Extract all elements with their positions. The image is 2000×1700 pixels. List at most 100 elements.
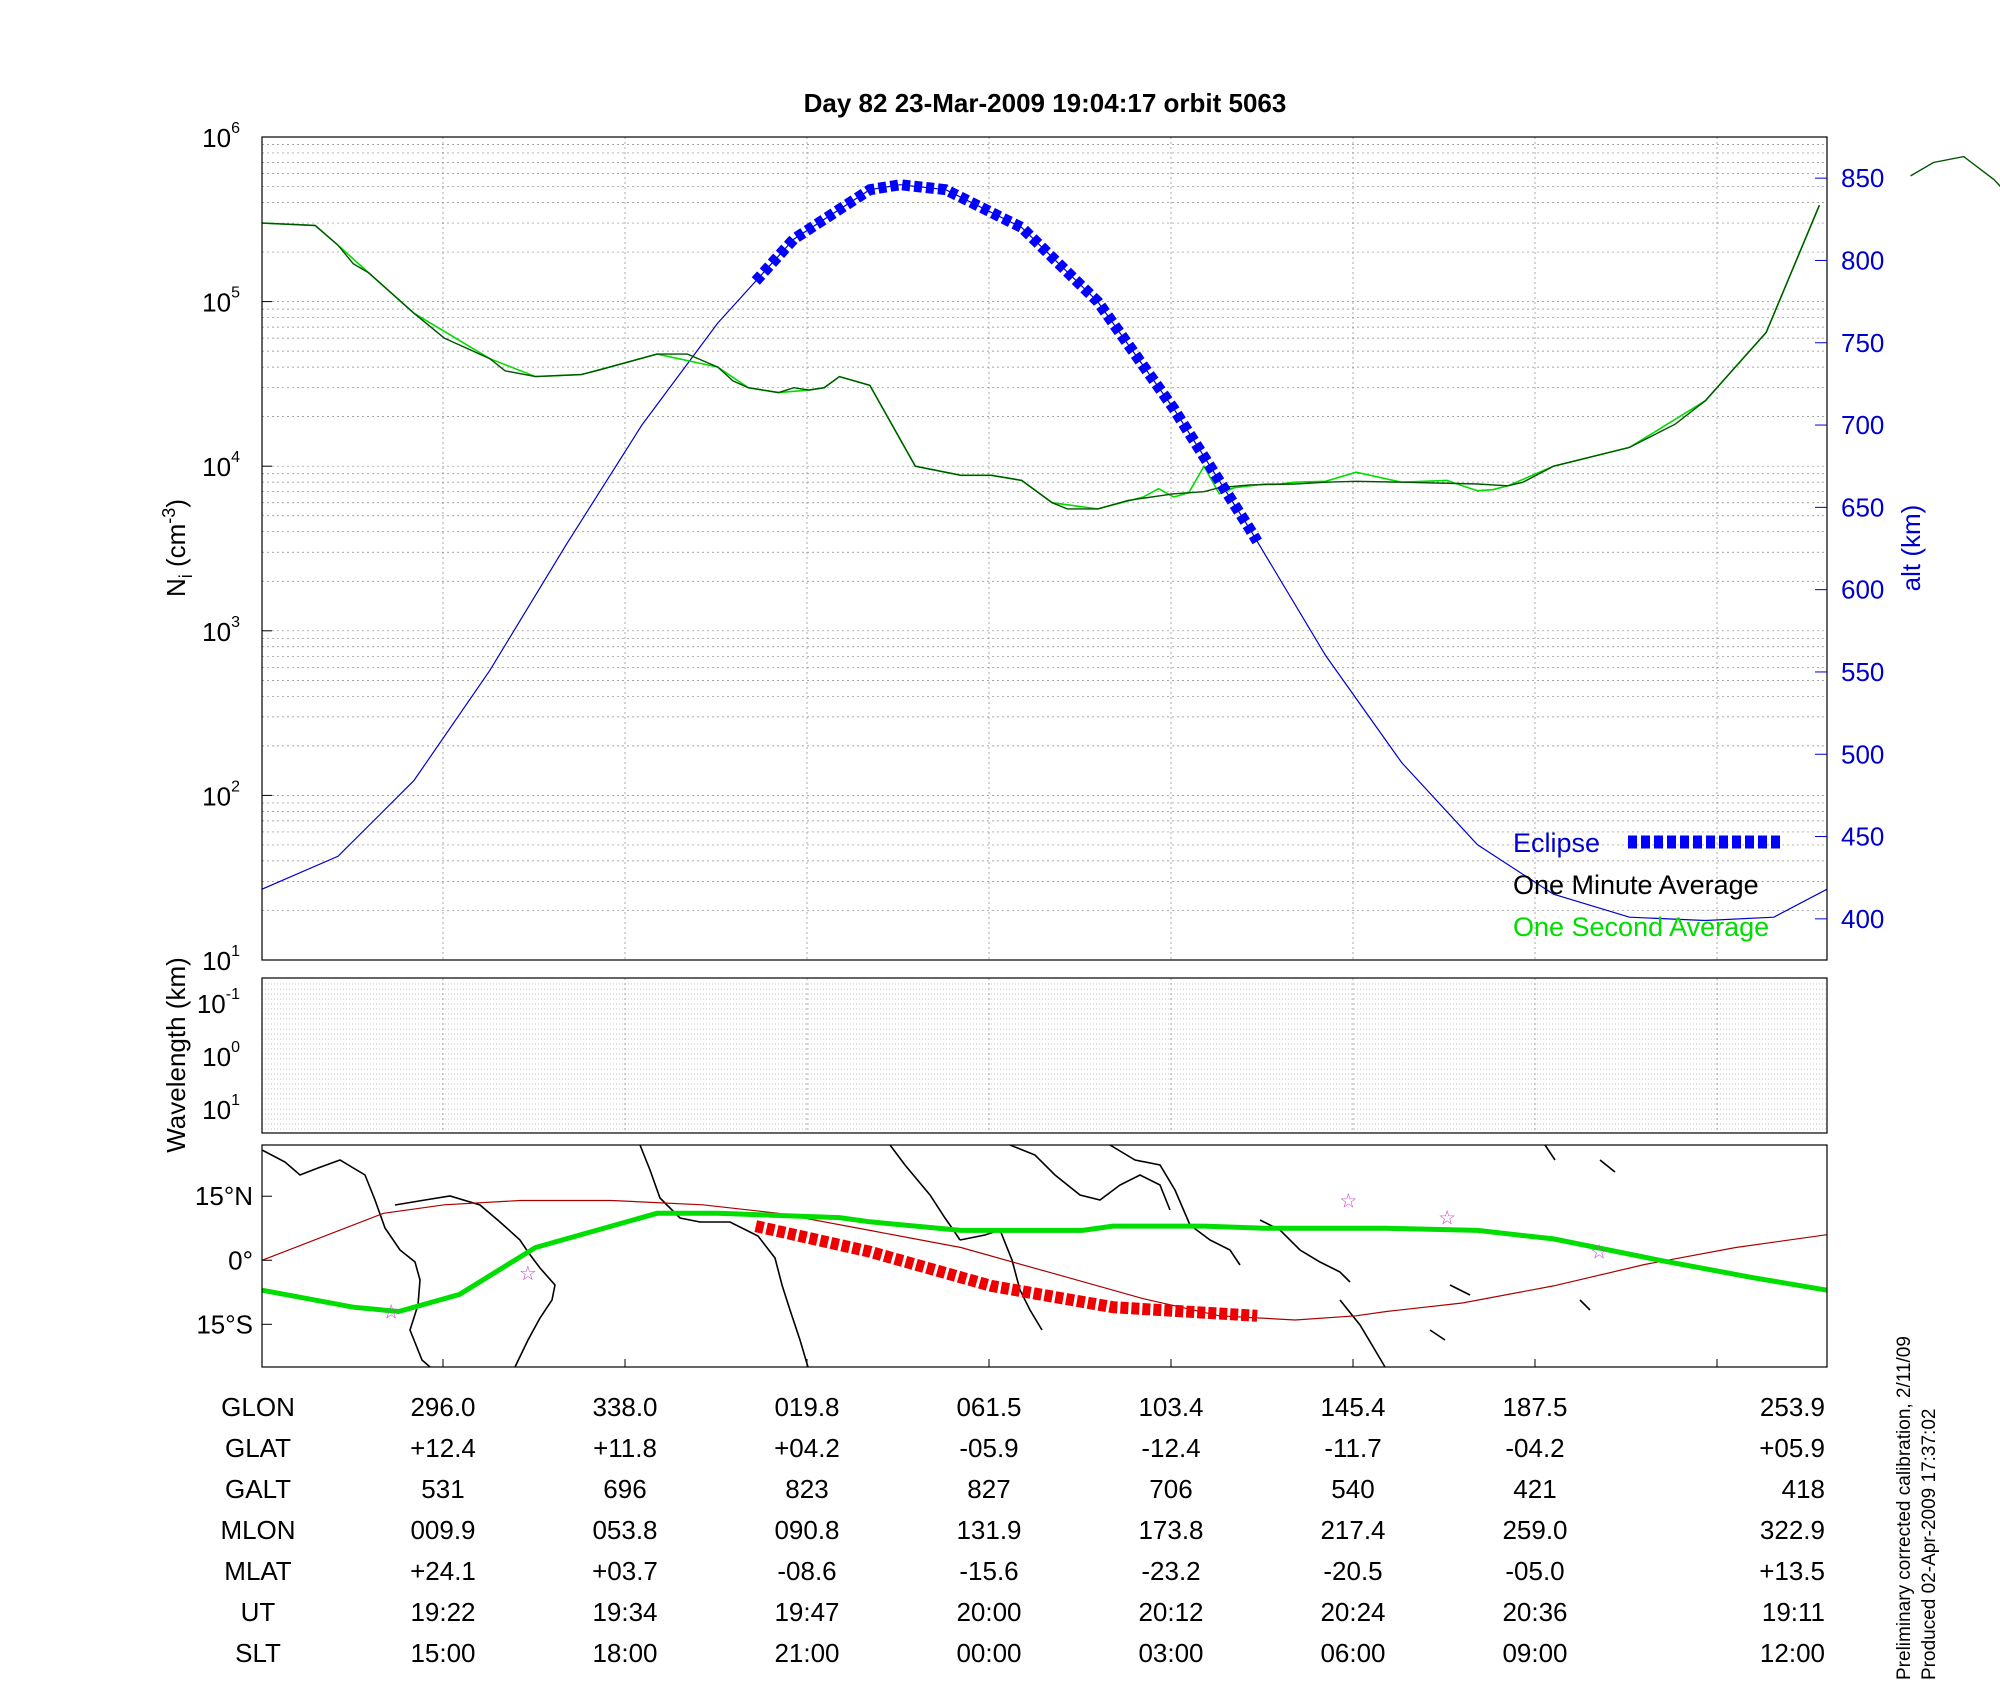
- table-cell: 322.9: [1760, 1515, 1825, 1545]
- ylabel-unit: (cm: [161, 524, 191, 575]
- wavelength-y-ticks: 10-1 100 101: [197, 986, 240, 1125]
- coastline: [1109, 1144, 1241, 1266]
- y-tick-base: 10: [202, 1095, 231, 1125]
- star-marker: ☆: [382, 1302, 400, 1324]
- y-tick-exp: 1: [231, 1092, 240, 1109]
- footer-produced: Produced 02-Apr-2009 17:37:02: [1919, 1409, 1940, 1680]
- ylabel-unit-exp: -3: [159, 508, 179, 524]
- legend-eclipse-label: Eclipse: [1513, 828, 1600, 858]
- ylabel-sub: i: [176, 574, 196, 578]
- alt-tick-label: 600: [1841, 575, 1884, 605]
- table-cell: 20:24: [1320, 1597, 1385, 1627]
- dip-equator-line: [261, 1199, 1828, 1321]
- y-tick-base: 10: [202, 781, 231, 811]
- y-tick-label: 100: [202, 1039, 240, 1072]
- y-tick-label: 105: [202, 285, 240, 318]
- table-cell: 259.0: [1502, 1515, 1567, 1545]
- density-grid: [262, 137, 1827, 961]
- y-tick-label: 106: [202, 120, 240, 153]
- altitude-y-ticks: 400 450 500 550 600 650 700 750 800 850: [1815, 163, 1884, 934]
- table-cell: 20:36: [1502, 1597, 1567, 1627]
- coastline: [639, 1144, 809, 1368]
- coastline: [959, 1229, 1043, 1331]
- ylabel-base: N: [161, 578, 191, 597]
- table-cell: 823: [785, 1474, 828, 1504]
- table-row-label: UT: [241, 1597, 276, 1627]
- ephemeris-table: GLON 296.0 338.0 019.8 061.5 103.4 145.4 187.5 2…: [220, 1392, 1825, 1668]
- table-cell: 19:47: [774, 1597, 839, 1627]
- table-cell: 338.0: [592, 1392, 657, 1422]
- table-cell: 19:11: [1762, 1597, 1825, 1627]
- y-tick-exp: 3: [231, 614, 240, 631]
- table-cell: 03:00: [1138, 1638, 1203, 1668]
- chart-title: Day 82 23-Mar-2009 19:04:17 orbit 5063: [804, 88, 1287, 118]
- alt-tick-label: 550: [1841, 657, 1884, 687]
- y-tick-base: 10: [202, 617, 231, 647]
- table-cell: 15:00: [410, 1638, 475, 1668]
- map-y-tick-label: 0°: [228, 1245, 253, 1275]
- table-cell: 103.4: [1138, 1392, 1203, 1422]
- table-cell: -05.9: [959, 1433, 1018, 1463]
- y-tick-label: 102: [202, 778, 240, 811]
- table-cell: 253.9: [1760, 1392, 1825, 1422]
- wavelength-y-label: Wavelength (km): [161, 957, 191, 1153]
- table-row-label: SLT: [235, 1638, 281, 1668]
- table-cell: +12.4: [410, 1433, 476, 1463]
- y-tick-base: 10: [202, 452, 231, 482]
- ylabel-close: ): [161, 499, 191, 508]
- wavelength-panel: 10-1 100 101 Wavelength (km): [161, 957, 1828, 1153]
- density-y-label: Ni (cm-3): [159, 499, 196, 597]
- table-cell: -20.5: [1323, 1556, 1382, 1586]
- legend: Eclipse One Minute Average One Second Av…: [1513, 828, 1780, 942]
- table-cell: 061.5: [956, 1392, 1021, 1422]
- table-cell: 531: [421, 1474, 464, 1504]
- wavelength-axes-frame: [261, 977, 1828, 1134]
- table-cell: 19:22: [410, 1597, 475, 1627]
- table-cell: 131.9: [956, 1515, 1021, 1545]
- table-row-label: MLAT: [224, 1556, 292, 1586]
- density-plot-area: [262, 137, 1827, 960]
- alt-tick-label: 750: [1841, 328, 1884, 358]
- legend-one-second-label: One Second Average: [1513, 912, 1769, 942]
- y-tick-exp: 1: [231, 943, 240, 960]
- alt-tick-label: 650: [1841, 492, 1884, 522]
- table-cell: -05.0: [1505, 1556, 1564, 1586]
- table-cell: +03.7: [592, 1556, 658, 1586]
- coastline: [1544, 1144, 1556, 1161]
- table-cell: 09:00: [1502, 1638, 1567, 1668]
- map-y-tick-label: 15°S: [196, 1309, 253, 1339]
- table-row-label: MLON: [220, 1515, 295, 1545]
- wavelength-plot-area: [262, 978, 1827, 1133]
- y-tick-label: 103: [202, 614, 240, 647]
- coastline: [1339, 1299, 1386, 1368]
- one-minute-line: [261, 204, 1821, 510]
- coastline: [261, 1149, 431, 1368]
- table-cell: 706: [1149, 1474, 1192, 1504]
- table-cell: 187.5: [1502, 1392, 1567, 1422]
- density-series: [261, 155, 2000, 922]
- table-cell: 20:12: [1138, 1597, 1203, 1627]
- table-cell: 540: [1331, 1474, 1374, 1504]
- table-cell: -12.4: [1141, 1433, 1200, 1463]
- table-cell: 019.8: [774, 1392, 839, 1422]
- y-tick-base: 10: [202, 123, 231, 153]
- alt-tick-label: 700: [1841, 410, 1884, 440]
- y-tick-label: 10-1: [197, 986, 240, 1019]
- table-cell: 009.9: [410, 1515, 475, 1545]
- table-cell: 090.8: [774, 1515, 839, 1545]
- table-cell: 21:00: [774, 1638, 839, 1668]
- table-row-label: GLAT: [225, 1433, 291, 1463]
- orbit-track-line: [261, 1210, 1828, 1315]
- table-row-label: GALT: [225, 1474, 291, 1504]
- table-cell: 053.8: [592, 1515, 657, 1545]
- table-cell: -11.7: [1324, 1433, 1381, 1463]
- star-marker: ☆: [1438, 1208, 1456, 1230]
- y-tick-base: 10: [202, 288, 231, 318]
- eclipse-line: [751, 179, 1262, 545]
- y-tick-exp: 6: [231, 120, 240, 137]
- map-axes-frame: [261, 1144, 1828, 1368]
- table-cell: 421: [1513, 1474, 1556, 1504]
- footer-calibration: Preliminary corrected calibration, 2/11/…: [1894, 1336, 1915, 1680]
- y-tick-exp: -1: [226, 986, 240, 1003]
